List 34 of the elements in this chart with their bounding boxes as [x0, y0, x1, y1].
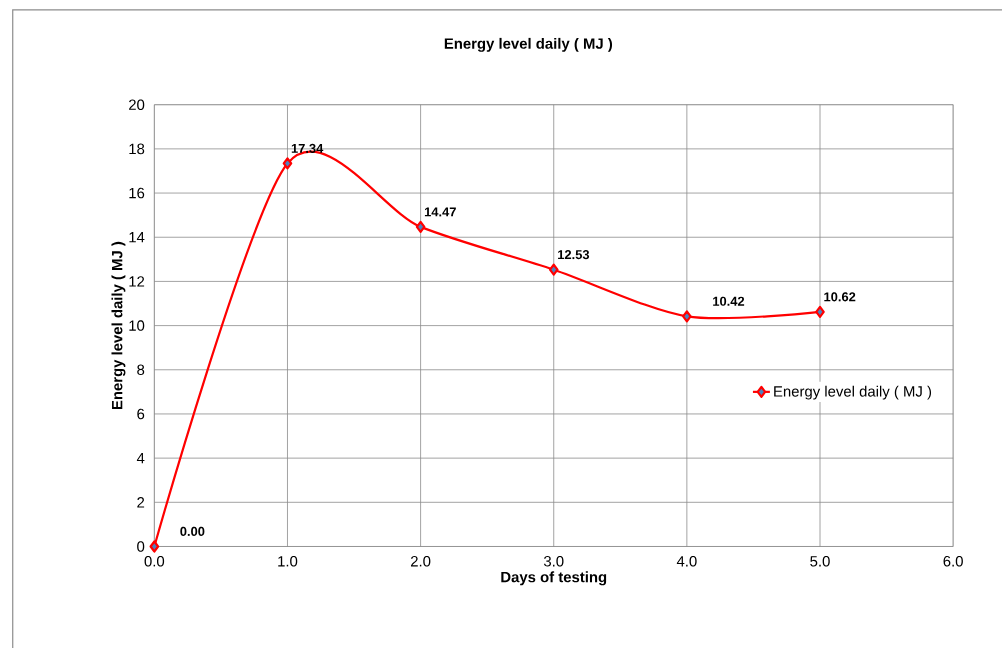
x-tick-label: 5.0 [810, 555, 830, 567]
y-tick-label: 14 [129, 232, 145, 243]
point [548, 263, 559, 276]
y-tick-label: 4 [136, 452, 145, 464]
data-label: 10.62 [824, 292, 856, 302]
x-tick-label: 2.0 [411, 555, 431, 567]
y-tick-label: 16 [129, 187, 145, 199]
point [415, 220, 426, 233]
point [815, 305, 825, 318]
data-label: 10.42 [713, 296, 745, 306]
x-axis-title: Days of testing [501, 571, 607, 586]
y-tick-label: 0 [137, 541, 145, 552]
y-tick-label: 8 [137, 364, 145, 375]
y-axis-title: Energy level daily ( MJ ) [111, 241, 126, 409]
x-tick-label: 0.0 [144, 555, 165, 567]
data-label: 14.47 [424, 207, 456, 217]
point [149, 540, 160, 553]
point [682, 310, 692, 323]
y-tick-label: 10 [129, 320, 145, 331]
y-tick-label: 2 [137, 497, 145, 508]
data-label: 0.00 [180, 526, 205, 536]
data-label: 17.34 [291, 143, 324, 153]
y-tick-label: 6 [137, 408, 145, 420]
y-tick-label: 18 [129, 143, 145, 155]
legend-label: Energy level daily ( MJ ) [774, 385, 932, 400]
chart-title: Energy level daily ( MJ ) [444, 37, 613, 52]
y-tick-label: 20 [129, 99, 145, 110]
x-tick-label: 4.0 [676, 555, 697, 567]
y-tick-label: 12 [129, 276, 145, 287]
x-tick-label: 6.0 [943, 555, 963, 567]
x-tick-label: 3.0 [543, 555, 564, 567]
data-label: 12.53 [558, 249, 590, 260]
point [282, 157, 293, 170]
x-tick-label: 1.0 [278, 555, 298, 567]
